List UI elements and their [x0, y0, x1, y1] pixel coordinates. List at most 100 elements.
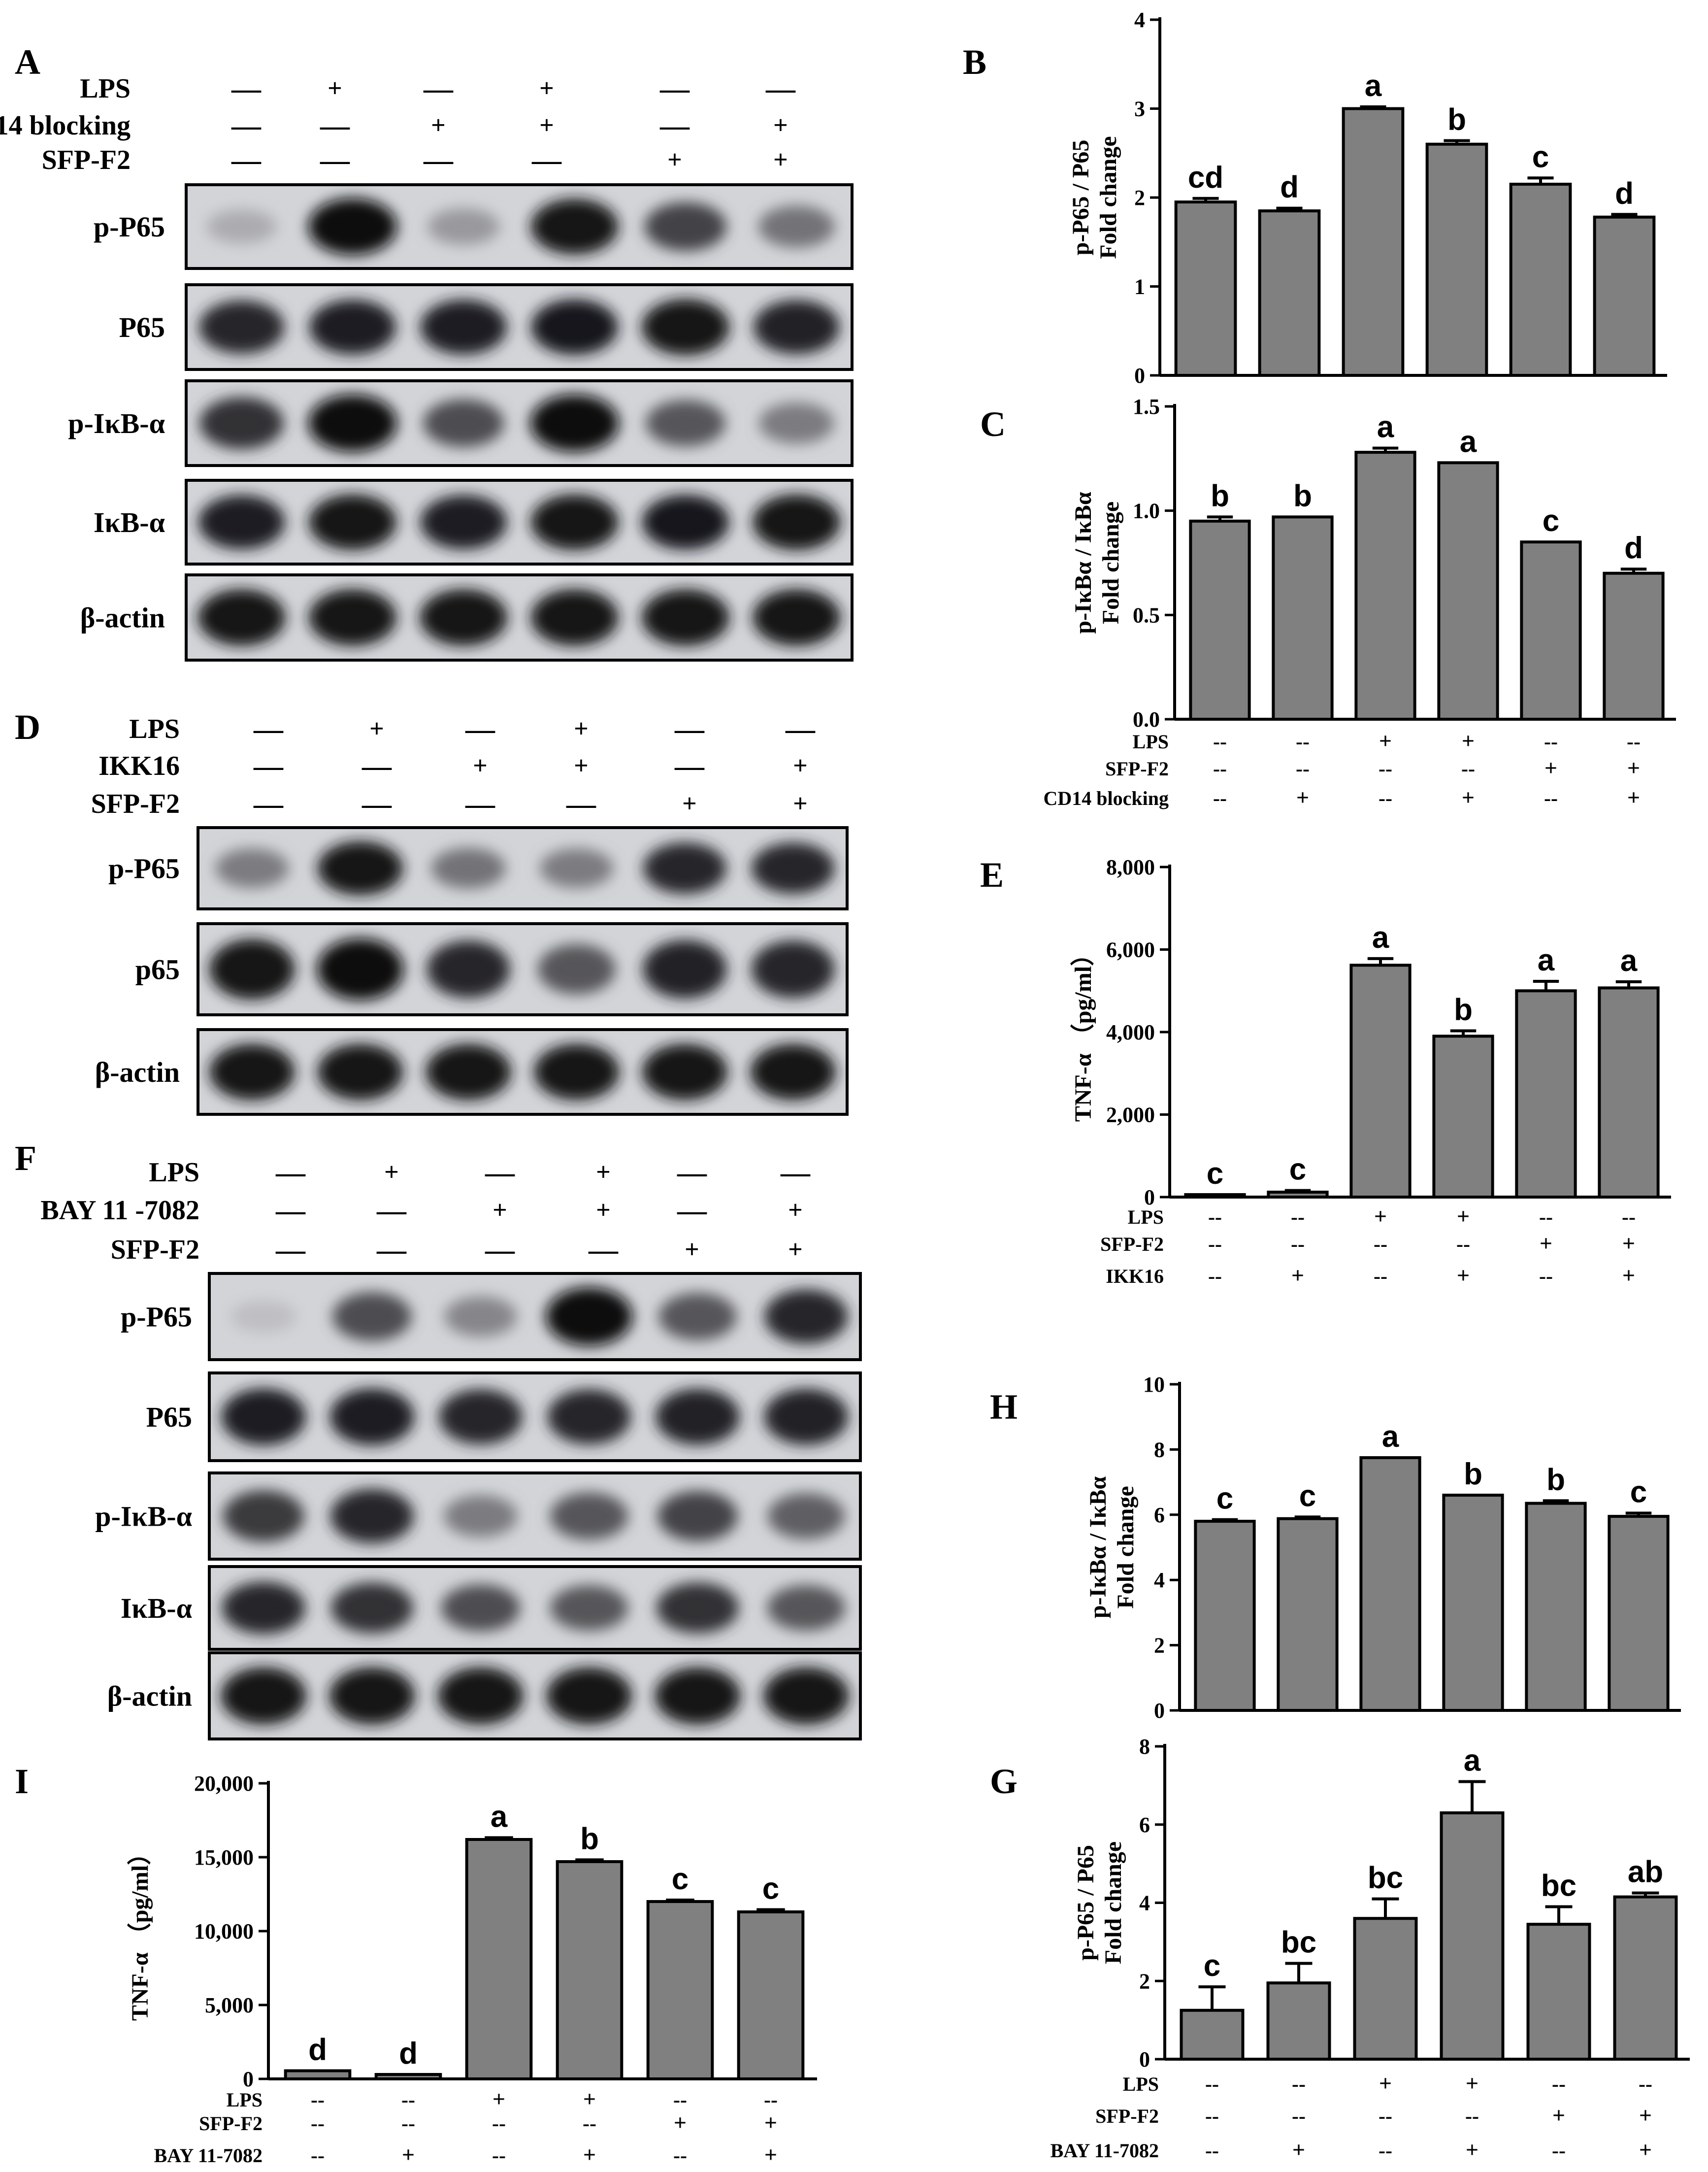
band	[546, 1667, 632, 1725]
blot-condition-mark: —	[485, 1156, 515, 1189]
y-tick-label: 0	[1139, 2047, 1150, 2072]
condition-mark: --	[673, 2089, 687, 2111]
y-tick-label: 6,000	[1106, 938, 1155, 962]
band	[751, 940, 835, 998]
condition-label: BAY 11-7082	[154, 2144, 263, 2167]
blot-condition-mark: +	[667, 146, 682, 174]
band-label: p-P65	[121, 1301, 192, 1333]
y-axis-label: TNF-α （pg/ml）	[1070, 942, 1096, 1122]
condition-label: SFP-F2	[199, 2112, 263, 2135]
condition-label: SFP-F2	[1095, 2105, 1159, 2127]
band	[317, 841, 403, 896]
band	[198, 300, 285, 354]
band	[758, 205, 835, 248]
bar	[1440, 1811, 1505, 2061]
band	[550, 1492, 628, 1540]
band	[209, 939, 295, 1000]
blot-condition-mark: —	[785, 713, 816, 745]
band	[197, 589, 286, 646]
blot-condition-mark: —	[659, 109, 690, 142]
band-label: β-actin	[107, 1680, 192, 1712]
condition-mark: --	[492, 2112, 506, 2135]
band	[329, 1667, 415, 1725]
band	[540, 848, 614, 888]
blot-condition-mark: —	[376, 1234, 407, 1266]
condition-mark: --	[1379, 758, 1392, 780]
condition-label: CD14 blocking	[1044, 787, 1169, 809]
y-tick-label: 8,000	[1106, 855, 1155, 879]
blot-condition-mark: +	[773, 111, 788, 139]
bar	[1180, 2008, 1245, 2061]
condition-mark: --	[1456, 1233, 1470, 1256]
y-tick-label: 1	[1134, 275, 1145, 299]
significance-letter: d	[399, 2037, 418, 2071]
bar	[1432, 1035, 1494, 1199]
band	[426, 1043, 511, 1101]
condition-mark: --	[311, 2112, 325, 2135]
band	[641, 589, 730, 646]
blot-condition-mark: —	[275, 1194, 306, 1227]
condition-mark: --	[764, 2089, 778, 2111]
band	[437, 1667, 524, 1725]
y-axis-label-line: p-P65 / P65	[1073, 1845, 1099, 1961]
condition-mark: --	[1622, 1206, 1636, 1229]
band	[317, 938, 404, 1001]
band	[643, 940, 727, 999]
blot-condition-mark: —	[659, 72, 690, 105]
y-axis-label: p-IκBα / IκBαFold change	[1070, 492, 1124, 634]
blot-condition-mark: —	[765, 72, 796, 105]
significance-letter: b	[1211, 479, 1229, 513]
blot-panel-d: LPS — + — + — — IKK16 — — + + — + SFP-F2 — — — — + + p-P65 p65…	[91, 713, 849, 1116]
significance-letter: d	[1624, 531, 1643, 565]
y-axis-label-line: p-IκBα / IκBα	[1085, 1476, 1111, 1618]
significance-letter: ab	[1628, 1855, 1663, 1889]
band	[431, 847, 506, 889]
band	[427, 940, 510, 998]
band	[439, 1389, 523, 1445]
y-axis-label: p-P65 / P65Fold change	[1068, 136, 1121, 259]
condition-mark: --	[401, 2089, 415, 2111]
bar	[1342, 107, 1405, 377]
condition-mark: --	[1539, 1265, 1553, 1288]
significance-letter: a	[1382, 1420, 1399, 1454]
condition-mark: +	[764, 2142, 777, 2167]
condition-mark: --	[1461, 758, 1475, 780]
band	[221, 1667, 307, 1725]
blot-condition-mark: —	[231, 144, 262, 176]
significance-letter: bc	[1281, 1926, 1316, 1960]
panel-letter-f: F	[15, 1138, 36, 1178]
significance-letter: a	[1377, 410, 1394, 444]
condition-mark: +	[1457, 1263, 1470, 1288]
y-tick-label: 4	[1134, 8, 1145, 32]
significance-letter: a	[1365, 69, 1382, 103]
y-tick-label: 10	[1143, 1372, 1165, 1397]
condition-label: LPS	[227, 2089, 263, 2111]
blot-condition-mark: +	[328, 74, 342, 102]
blot-condition-mark: +	[431, 111, 446, 139]
band	[215, 848, 289, 888]
bar	[1353, 1917, 1418, 2061]
band	[547, 1389, 631, 1445]
bar	[737, 1910, 805, 2080]
bar	[1349, 964, 1412, 1199]
band-label: p-P65	[108, 853, 180, 885]
significance-letter: a	[491, 1800, 508, 1834]
bar	[1258, 209, 1321, 377]
significance-letter: a	[1460, 425, 1477, 459]
blot-condition-label: SFP-F2	[42, 145, 131, 175]
band	[308, 198, 397, 255]
blot-condition-mark: —	[231, 72, 262, 105]
y-tick-label: 2	[1134, 186, 1145, 210]
blot-condition-mark: —	[780, 1156, 811, 1189]
y-axis-label-line: Fold change	[1113, 1486, 1139, 1608]
bar	[1359, 1456, 1421, 1712]
band	[753, 300, 840, 355]
band	[420, 495, 507, 550]
condition-mark: +	[1296, 785, 1309, 810]
condition-mark: --	[1208, 1206, 1222, 1229]
panel-letter-a: A	[15, 42, 40, 82]
condition-mark: --	[311, 2089, 325, 2111]
y-tick-label: 20,000	[194, 1771, 254, 1796]
blot-condition-label: LPS	[149, 1157, 199, 1188]
